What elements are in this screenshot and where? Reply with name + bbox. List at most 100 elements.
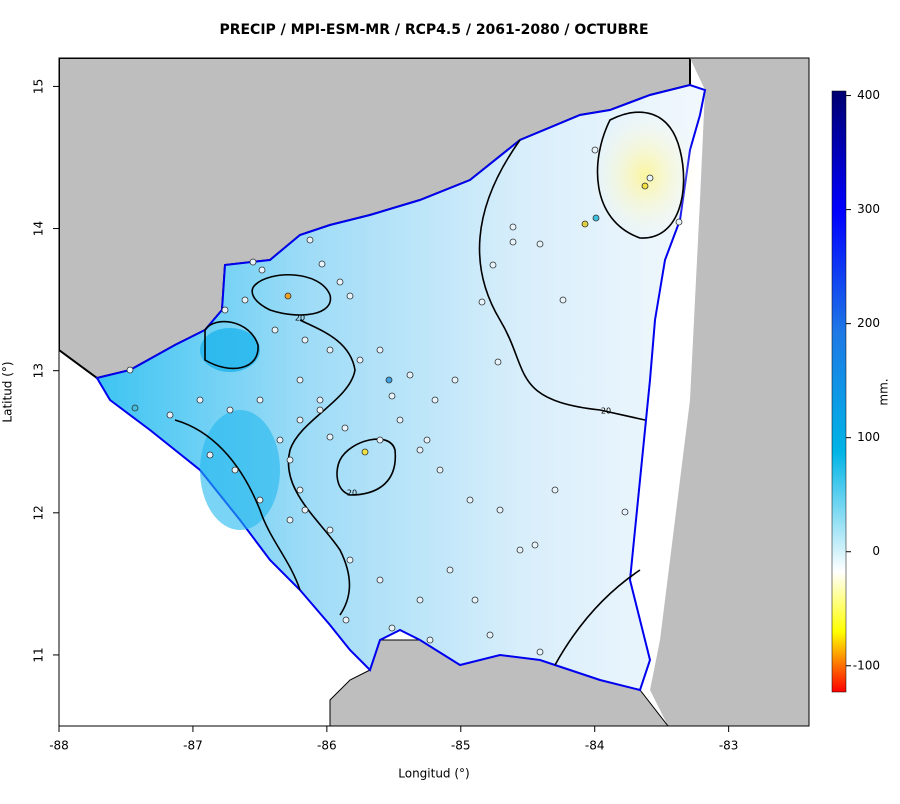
station xyxy=(231,466,239,474)
station xyxy=(316,406,324,414)
station xyxy=(516,546,524,554)
station xyxy=(356,356,364,364)
station xyxy=(286,516,294,524)
station xyxy=(509,223,517,231)
stations xyxy=(126,146,683,656)
x-tick-label: -83 xyxy=(719,739,739,753)
station xyxy=(346,556,354,564)
y-tick-label: 14 xyxy=(32,221,46,236)
station xyxy=(416,596,424,604)
station xyxy=(621,508,629,516)
x-tick-label: -86 xyxy=(317,739,337,753)
station xyxy=(551,486,559,494)
station xyxy=(376,576,384,584)
x-tick-label: -85 xyxy=(451,739,471,753)
station xyxy=(256,396,264,404)
wet-zone xyxy=(200,328,260,372)
station xyxy=(301,336,309,344)
station xyxy=(385,376,393,384)
station xyxy=(131,404,139,412)
caribbean-land xyxy=(650,58,809,726)
station xyxy=(436,466,444,474)
station xyxy=(509,238,517,246)
map-area: 20 20 20 xyxy=(59,58,809,726)
station xyxy=(496,506,504,514)
station xyxy=(675,218,683,226)
station xyxy=(592,214,600,222)
station xyxy=(336,278,344,286)
station xyxy=(489,261,497,269)
station xyxy=(559,296,567,304)
station xyxy=(494,358,502,366)
station xyxy=(221,306,229,314)
plot-frame xyxy=(58,57,810,727)
station xyxy=(342,616,350,624)
colorbar-tick-label: 200 xyxy=(857,316,880,330)
axes: -88 -87 -86 -85 -84 -83 11 12 13 14 15 -100 0 100 200 3… xyxy=(32,79,881,753)
x-tick-label: -88 xyxy=(49,739,69,753)
station xyxy=(286,456,294,464)
station xyxy=(376,436,384,444)
station xyxy=(406,371,414,379)
station xyxy=(486,631,494,639)
station xyxy=(296,416,304,424)
colorbar-tick-label: 400 xyxy=(857,88,880,102)
station xyxy=(196,396,204,404)
y-tick-label: 12 xyxy=(32,505,46,520)
station xyxy=(431,396,439,404)
station xyxy=(284,292,292,300)
station xyxy=(276,436,284,444)
contours xyxy=(174,111,685,666)
station xyxy=(241,296,249,304)
station xyxy=(249,258,257,266)
y-tick-label: 13 xyxy=(32,363,46,378)
station xyxy=(226,406,234,414)
station xyxy=(326,346,334,354)
station xyxy=(426,636,434,644)
station xyxy=(166,411,174,419)
station xyxy=(581,220,589,228)
x-tick-label: -87 xyxy=(183,739,203,753)
station xyxy=(318,260,326,268)
station xyxy=(388,392,396,400)
station xyxy=(536,240,544,248)
contour-label: 20 xyxy=(601,407,611,416)
station xyxy=(451,376,459,384)
station xyxy=(591,146,599,154)
station xyxy=(301,506,309,514)
station xyxy=(361,448,369,456)
dry-zone xyxy=(590,110,700,240)
station xyxy=(396,416,404,424)
station xyxy=(646,174,654,182)
x-tick-label: -84 xyxy=(585,739,605,753)
station xyxy=(376,346,384,354)
station xyxy=(296,376,304,384)
station xyxy=(256,496,264,504)
map-title: PRECIP / MPI-ESM-MR / RCP4.5 / 2061-2080… xyxy=(219,22,648,38)
y-tick-label: 15 xyxy=(32,79,46,94)
station xyxy=(416,446,424,454)
colorbar-label: mm. xyxy=(877,378,891,405)
station xyxy=(126,366,134,374)
station xyxy=(423,436,431,444)
station xyxy=(641,182,649,190)
contour-label: 20 xyxy=(295,314,305,323)
colorbar-tick-label: -100 xyxy=(853,658,880,672)
station xyxy=(271,326,279,334)
station xyxy=(466,496,474,504)
station xyxy=(316,396,324,404)
station xyxy=(341,424,349,432)
station xyxy=(478,298,486,306)
station xyxy=(471,596,479,604)
colorbar-tick-label: 300 xyxy=(857,202,880,216)
station xyxy=(536,648,544,656)
station xyxy=(306,236,314,244)
y-axis-label: Latitud (°) xyxy=(1,361,15,422)
station xyxy=(258,266,266,274)
station xyxy=(206,451,214,459)
station xyxy=(296,486,304,494)
nicaragua xyxy=(95,83,707,692)
station xyxy=(531,541,539,549)
station xyxy=(326,526,334,534)
